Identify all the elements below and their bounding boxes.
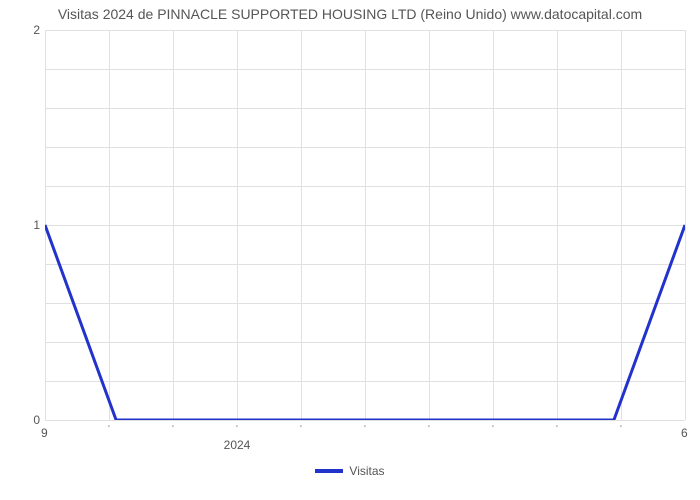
x-tick-mark: ' bbox=[556, 424, 558, 435]
legend-label: Visitas bbox=[349, 464, 384, 478]
x-tick-mark: ' bbox=[364, 424, 366, 435]
plot-area bbox=[45, 30, 685, 420]
x-right-corner-label: 6 bbox=[681, 426, 688, 440]
x-tick-mark: ' bbox=[428, 424, 430, 435]
x-tick-mark: ' bbox=[300, 424, 302, 435]
x-tick-mark: ' bbox=[492, 424, 494, 435]
x-tick-mark: ' bbox=[620, 424, 622, 435]
series-line bbox=[45, 30, 685, 420]
legend-item: Visitas bbox=[315, 464, 384, 478]
x-tick-mark: ' bbox=[108, 424, 110, 435]
legend-swatch bbox=[315, 469, 343, 473]
chart-title: Visitas 2024 de PINNACLE SUPPORTED HOUSI… bbox=[0, 6, 700, 22]
grid-line-horizontal bbox=[45, 420, 685, 421]
y-tick-label: 1 bbox=[10, 218, 40, 232]
grid-line-vertical bbox=[685, 30, 686, 420]
chart-container: Visitas 2024 de PINNACLE SUPPORTED HOUSI… bbox=[0, 0, 700, 500]
x-tick-mark: ' bbox=[236, 424, 238, 435]
x-center-label: 2024 bbox=[224, 438, 251, 452]
legend: Visitas bbox=[0, 460, 700, 478]
y-tick-label: 0 bbox=[10, 413, 40, 427]
y-tick-label: 2 bbox=[10, 23, 40, 37]
x-left-corner-label: 9 bbox=[41, 426, 48, 440]
x-tick-mark: ' bbox=[172, 424, 174, 435]
